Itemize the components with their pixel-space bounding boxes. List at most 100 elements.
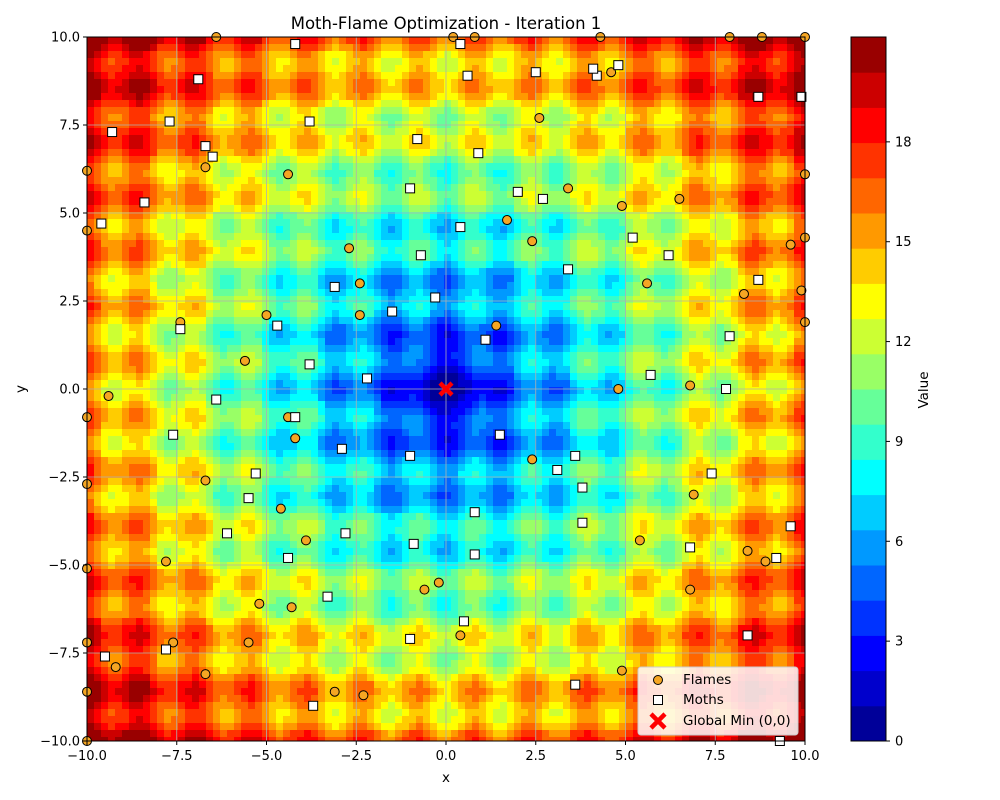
contour-cell (360, 51, 368, 59)
contour-cell (437, 366, 445, 374)
contour-cell (668, 366, 676, 374)
contour-cell (731, 303, 739, 311)
contour-cell (689, 303, 697, 311)
contour-cell (423, 184, 431, 192)
contour-cell (150, 135, 158, 143)
contour-cell (297, 163, 305, 171)
contour-cell (374, 58, 382, 66)
contour-cell (423, 338, 431, 346)
contour-cell (94, 282, 102, 290)
contour-cell (486, 170, 494, 178)
contour-cell (381, 163, 389, 171)
contour-cell (115, 86, 123, 94)
contour-cell (227, 142, 235, 150)
contour-cell (738, 303, 746, 311)
contour-cell (633, 163, 641, 171)
contour-cell (465, 128, 473, 136)
contour-cell (178, 156, 186, 164)
contour-cell (682, 44, 690, 52)
contour-cell (395, 317, 403, 325)
contour-cell (94, 205, 102, 213)
contour-cell (563, 359, 571, 367)
contour-cell (640, 338, 648, 346)
contour-cell (269, 205, 277, 213)
contour-cell (696, 170, 704, 178)
contour-cell (346, 114, 354, 122)
contour-cell (633, 191, 641, 199)
contour-cell (542, 331, 550, 339)
contour-cell (563, 65, 571, 73)
contour-cell (178, 261, 186, 269)
contour-cell (633, 226, 641, 234)
contour-cell (472, 324, 480, 332)
contour-cell (542, 163, 550, 171)
contour-cell (584, 275, 592, 283)
contour-cell (507, 149, 515, 157)
contour-cell (388, 324, 396, 332)
contour-cell (444, 352, 452, 360)
contour-cell (409, 163, 417, 171)
contour-cell (122, 135, 130, 143)
contour-cell (717, 184, 725, 192)
contour-cell (262, 303, 270, 311)
contour-cell (206, 191, 214, 199)
contour-cell (731, 135, 739, 143)
contour-cell (213, 135, 221, 143)
contour-cell (227, 135, 235, 143)
contour-cell (640, 37, 648, 45)
contour-cell (675, 296, 683, 304)
contour-cell (605, 58, 613, 66)
contour-cell (451, 149, 459, 157)
contour-cell (101, 261, 109, 269)
contour-cell (521, 226, 529, 234)
contour-cell (325, 233, 333, 241)
contour-cell (234, 275, 242, 283)
contour-cell (598, 317, 606, 325)
contour-cell (591, 275, 599, 283)
contour-cell (787, 296, 795, 304)
contour-cell (416, 366, 424, 374)
contour-cell (493, 128, 501, 136)
contour-cell (640, 226, 648, 234)
contour-cell (598, 345, 606, 353)
contour-cell (255, 142, 263, 150)
contour-cell (402, 72, 410, 80)
contour-cell (710, 191, 718, 199)
contour-cell (486, 296, 494, 304)
contour-cell (703, 282, 711, 290)
contour-cell (423, 275, 431, 283)
contour-cell (192, 114, 200, 122)
contour-cell (759, 198, 767, 206)
contour-cell (101, 163, 109, 171)
contour-cell (430, 226, 438, 234)
contour-cell (451, 135, 459, 143)
contour-cell (780, 135, 788, 143)
contour-cell (234, 170, 242, 178)
contour-cell (514, 296, 522, 304)
contour-cell (94, 93, 102, 101)
contour-cell (668, 149, 676, 157)
contour-cell (710, 149, 718, 157)
contour-cell (514, 100, 522, 108)
contour-cell (563, 275, 571, 283)
contour-cell (206, 296, 214, 304)
contour-cell (178, 114, 186, 122)
contour-cell (381, 135, 389, 143)
contour-cell (241, 240, 249, 248)
contour-cell (465, 275, 473, 283)
contour-cell (759, 240, 767, 248)
contour-cell (605, 275, 613, 283)
contour-cell (465, 247, 473, 255)
contour-cell (122, 268, 130, 276)
contour-cell (430, 268, 438, 276)
contour-cell (605, 247, 613, 255)
contour-cell (423, 205, 431, 213)
contour-cell (262, 296, 270, 304)
contour-cell (234, 177, 242, 185)
contour-cell (598, 86, 606, 94)
contour-cell (773, 324, 781, 332)
contour-cell (766, 338, 774, 346)
contour-cell (171, 254, 179, 262)
contour-cell (451, 331, 459, 339)
contour-cell (605, 163, 613, 171)
